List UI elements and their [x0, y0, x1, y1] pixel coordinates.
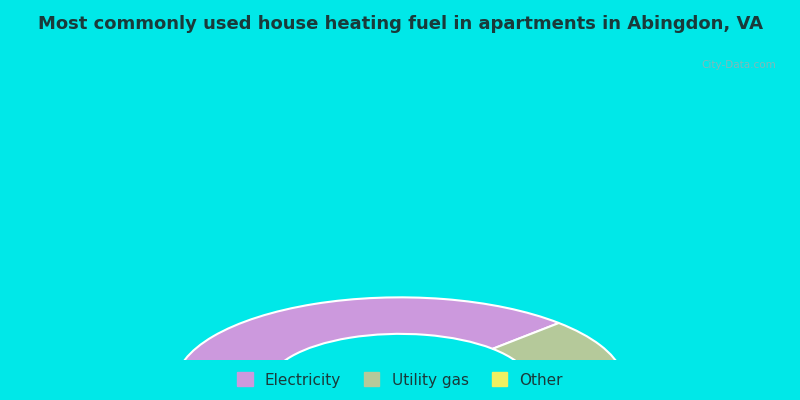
- Wedge shape: [530, 371, 625, 385]
- Text: City-Data.com: City-Data.com: [702, 60, 776, 70]
- Wedge shape: [175, 297, 559, 385]
- Legend: Electricity, Utility gas, Other: Electricity, Utility gas, Other: [231, 366, 569, 394]
- Text: Most commonly used house heating fuel in apartments in Abingdon, VA: Most commonly used house heating fuel in…: [38, 15, 762, 33]
- Wedge shape: [493, 323, 622, 377]
